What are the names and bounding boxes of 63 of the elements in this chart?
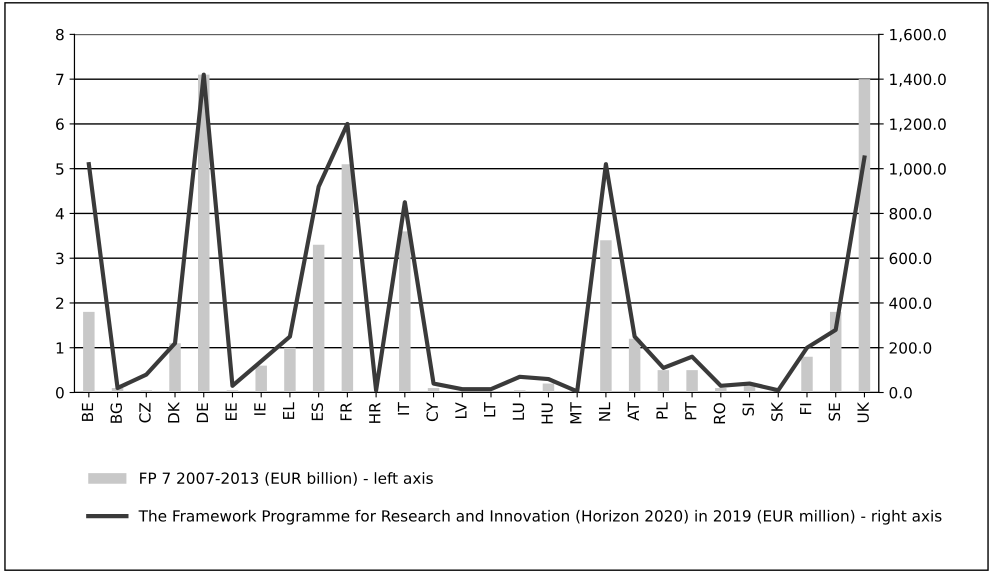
y2-tick-label: 1,400.0 (890, 74, 946, 87)
x-tick-label: SK (771, 402, 783, 421)
bar (658, 370, 670, 393)
y2-tick-label: 0.0 (890, 386, 912, 399)
x-tick-label: ES (312, 403, 324, 420)
x-tick-label: CZ (139, 402, 151, 423)
x-tick-label: EL (283, 402, 294, 419)
x-tick-label: BG (110, 403, 122, 423)
y2-tick-label: 800.0 (890, 208, 932, 220)
bar (542, 384, 554, 393)
x-tick-label: LT (484, 402, 496, 416)
y2-tick-label: 1,600.0 (890, 28, 946, 42)
x-tick-label: UK (858, 402, 869, 422)
x-tick-label: EE (226, 403, 237, 420)
x-tick-label: HR (369, 402, 380, 423)
y-tick-label: 2 (56, 297, 64, 309)
x-tick-label: IE (254, 403, 266, 415)
x-tick-label: NL (598, 402, 610, 421)
bar (686, 370, 698, 393)
x-tick-label: SI (742, 404, 754, 416)
y-tick-label: 7 (56, 74, 64, 85)
x-tick-label: PT (685, 402, 696, 420)
bar (83, 312, 95, 393)
bar (255, 366, 267, 393)
y-tick-label: 8 (56, 28, 64, 40)
x-tick-label: LU (512, 404, 524, 420)
x-tick-label: FR (340, 402, 352, 420)
x-tick-label: DE (196, 403, 208, 422)
y-tick-label: 1 (56, 342, 64, 354)
y-tick-label: 0 (56, 386, 64, 399)
x-tick-label: LV (455, 402, 466, 418)
line-series (86, 72, 867, 393)
y2-tick-label: 1,200.0 (890, 118, 946, 132)
x-tick-label: BE (82, 403, 94, 421)
y2-tick-label: 400.0 (889, 297, 932, 309)
y-tick-label: 3 (56, 252, 64, 264)
bar (628, 338, 640, 393)
x-tick-label: MT (570, 402, 582, 424)
x-tick-label: DK (168, 402, 180, 423)
x-tick-label: IT (398, 402, 410, 415)
x-tick-label: AT (628, 402, 639, 421)
bar (801, 356, 813, 393)
bar (858, 79, 870, 393)
x-tick-label: CY (426, 402, 438, 422)
bar (342, 164, 354, 393)
x-tick-label: FI (800, 404, 812, 414)
bar (169, 343, 181, 393)
x-tick-label: RO (714, 403, 726, 424)
y2-tick-label: 600.0 (890, 252, 932, 264)
x-tick-label: HU (542, 404, 553, 424)
x-tick-label: PL (656, 402, 668, 418)
x-tick-label: SE (828, 403, 840, 421)
bar (284, 348, 296, 393)
bar (600, 240, 612, 393)
legend-label: The Framework Programme for Research and Innovation (Horizon 2020) in 2019 (EUR million) - right axis (138, 510, 942, 525)
y-tick-label: 6 (56, 118, 64, 130)
bar (312, 244, 324, 393)
y-tick-label: 4 (56, 208, 64, 220)
y-tick-label: 5 (56, 163, 64, 175)
bar (399, 231, 411, 393)
legend-label: FP 7 2007-2013 (EUR billion) - left axis (140, 472, 433, 486)
y2-tick-label: 1,000.0 (890, 163, 946, 176)
y2-tick-label: 200.0 (890, 342, 932, 354)
